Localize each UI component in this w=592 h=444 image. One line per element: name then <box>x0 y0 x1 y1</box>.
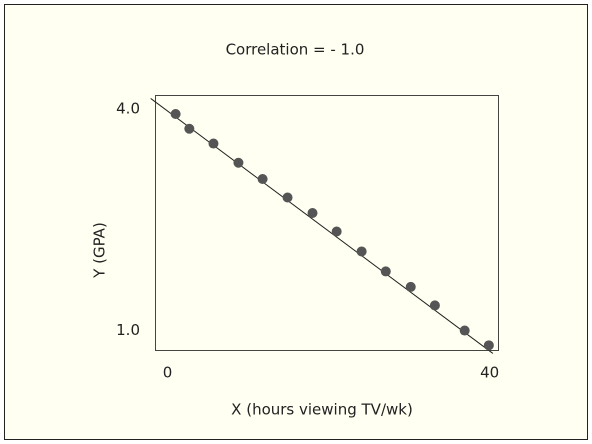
point <box>233 157 244 168</box>
point <box>380 266 391 277</box>
x-axis-label: X (hours viewing TV/wk) <box>231 401 413 419</box>
point <box>459 325 470 336</box>
plot-area <box>155 95 499 351</box>
point <box>170 108 181 119</box>
y-tick-label: 1.0 <box>116 321 140 339</box>
point <box>184 123 195 134</box>
point <box>331 226 342 237</box>
trend-line <box>150 98 494 354</box>
point <box>307 208 318 219</box>
point <box>405 281 416 292</box>
point <box>483 340 494 351</box>
point <box>282 192 293 203</box>
x-tick-label: 40 <box>480 364 499 382</box>
frame <box>4 4 588 440</box>
x-tick-label: 0 <box>163 364 173 382</box>
point <box>429 300 440 311</box>
y-tick-label: 4.0 <box>116 99 140 117</box>
chart-title: Correlation = - 1.0 <box>226 41 365 59</box>
point <box>257 174 268 185</box>
point <box>208 138 219 149</box>
y-axis-label: Y (GPA) <box>91 222 109 279</box>
point <box>356 246 367 257</box>
